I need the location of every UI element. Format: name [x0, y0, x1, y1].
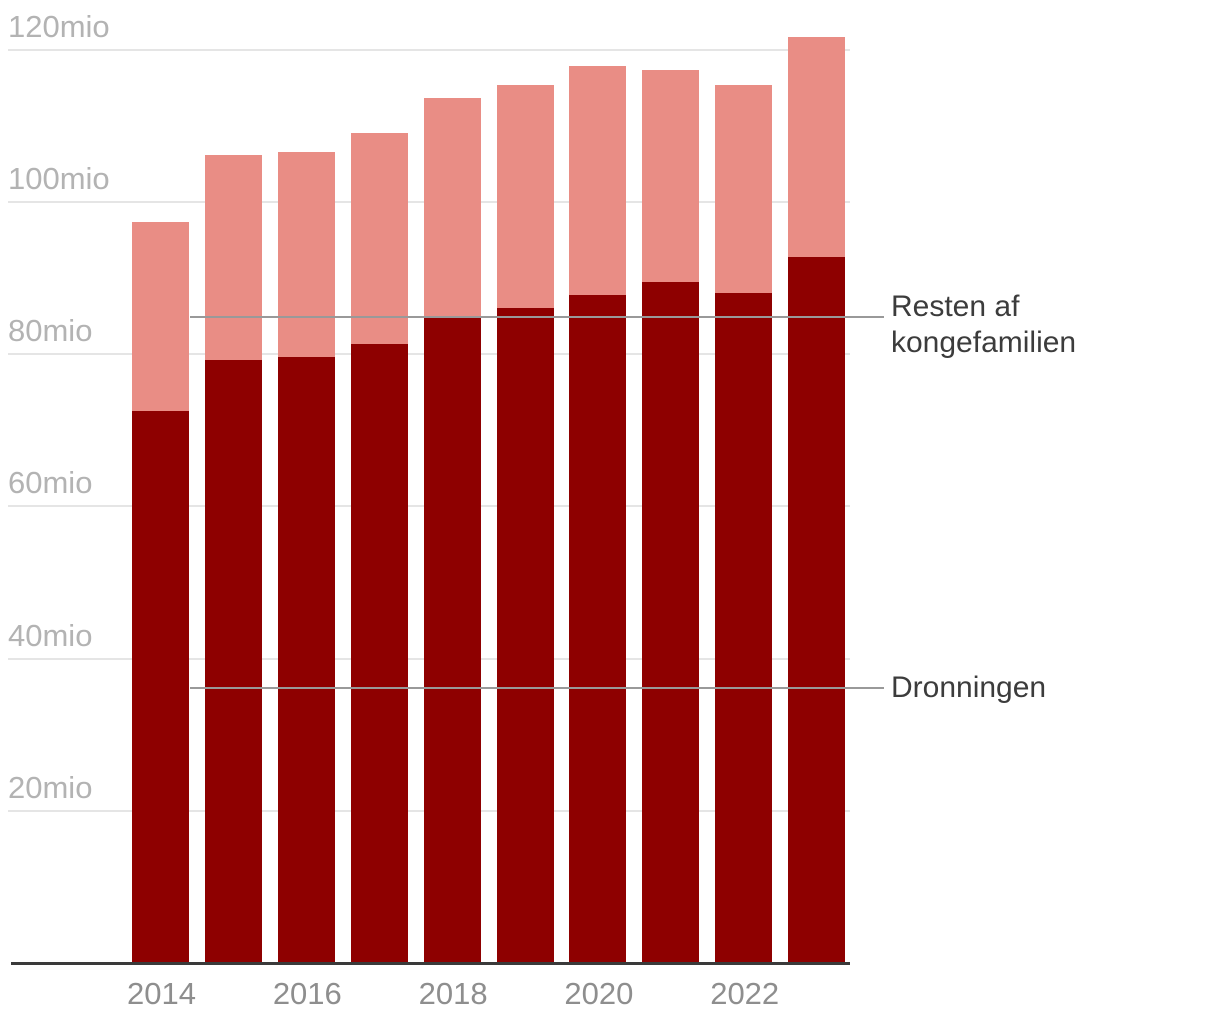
bar-segment-resten-af-kongefamilien-2022 — [715, 85, 773, 294]
bar-segment-resten-af-kongefamilien-2014 — [132, 222, 189, 412]
y-tick-label-100mio: 100mio — [8, 161, 110, 196]
gridline-120mio — [8, 48, 850, 51]
x-tick-label-2016: 2016 — [272, 976, 342, 1011]
bar-segment-resten-af-kongefamilien-2015 — [204, 154, 262, 361]
callout-line-dronningen — [190, 687, 884, 690]
x-tick-label-2020: 2020 — [564, 976, 634, 1011]
series-label-resten-af-kongefamilien: Resten af kongefamilien — [891, 289, 1076, 361]
bar-segment-dronningen-2019 — [496, 307, 554, 962]
bar-segment-dronningen-2017 — [350, 344, 408, 962]
y-tick-label-40mio: 40mio — [8, 617, 93, 653]
bar-segment-dronningen-2016 — [277, 357, 335, 962]
bar-segment-resten-af-kongefamilien-2017 — [350, 132, 408, 345]
x-tick-label-2018: 2018 — [418, 976, 488, 1011]
bar-segment-dronningen-2021 — [642, 282, 700, 962]
bar-segment-resten-af-kongefamilien-2020 — [569, 66, 627, 295]
series-label-line: kongefamilien — [891, 326, 1077, 359]
bar-segment-resten-af-kongefamilien-2023 — [788, 36, 846, 257]
bar-segment-dronningen-2018 — [423, 315, 481, 962]
callout-line-resten-af-kongefamilien — [190, 316, 884, 319]
series-label-line: Dronningen — [891, 671, 1047, 704]
y-tick-label-120mio: 120mio — [8, 8, 110, 44]
y-tick-label-20mio: 20mio — [8, 769, 93, 805]
bar-segment-resten-af-kongefamilien-2021 — [642, 70, 700, 283]
bar-segment-dronningen-2020 — [569, 294, 627, 962]
bar-segment-resten-af-kongefamilien-2019 — [496, 84, 554, 308]
bar-segment-resten-af-kongefamilien-2016 — [277, 151, 335, 357]
bar-segment-dronningen-2014 — [132, 411, 189, 962]
y-tick-label-80mio: 80mio — [8, 313, 93, 349]
x-tick-label-2014: 2014 — [127, 976, 196, 1011]
series-label-dronningen: Dronningen — [891, 670, 1046, 706]
bar-segment-dronningen-2023 — [788, 256, 846, 962]
series-label-line: Resten af — [891, 290, 1020, 323]
bar-segment-dronningen-2015 — [204, 360, 262, 962]
y-tick-label-60mio: 60mio — [8, 465, 93, 501]
x-axis-line — [11, 962, 850, 965]
bar-segment-resten-af-kongefamilien-2018 — [423, 98, 481, 316]
bar-segment-dronningen-2022 — [715, 293, 773, 962]
x-tick-label-2022: 2022 — [710, 976, 780, 1011]
